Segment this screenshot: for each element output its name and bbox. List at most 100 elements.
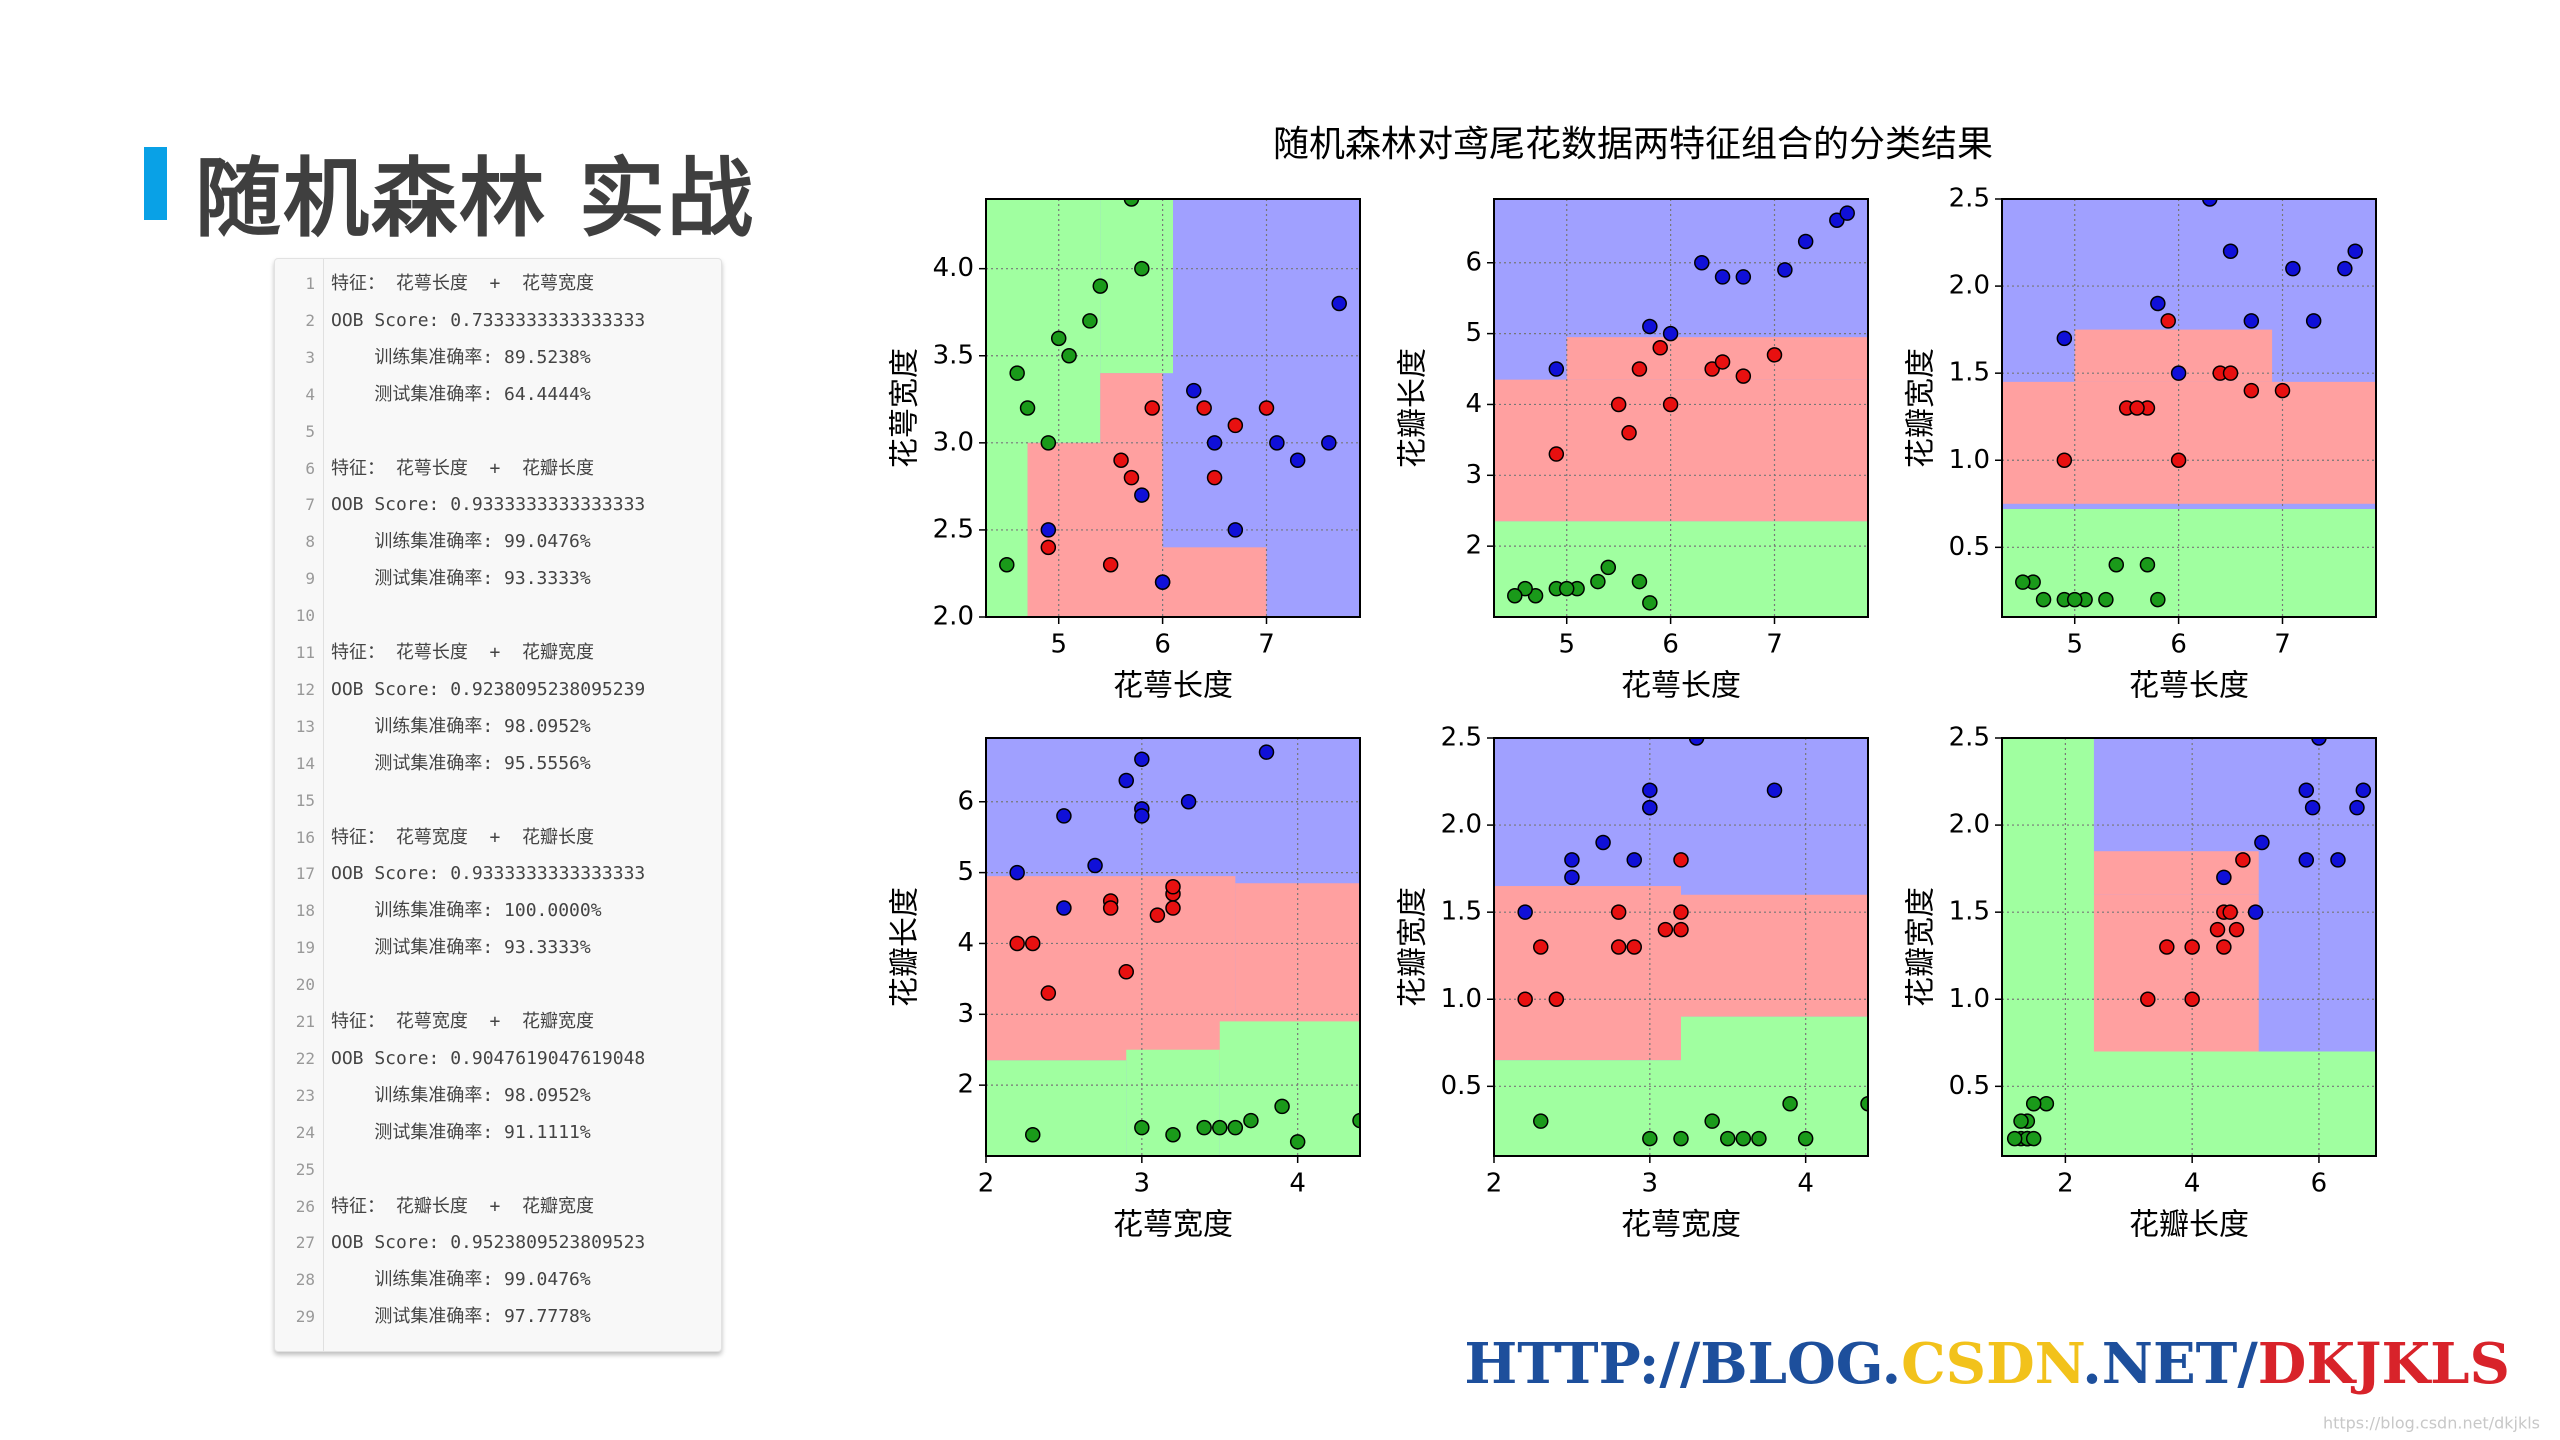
data-point	[1735, 368, 1752, 384]
data-point	[2222, 904, 2238, 920]
decision-region	[2002, 1051, 2376, 1156]
line-number: 22	[295, 1048, 315, 1068]
data-point	[2184, 939, 2200, 955]
x-axis-label: 花萼宽度	[1621, 1208, 1741, 1243]
data-point	[1751, 1130, 1767, 1147]
data-point	[2298, 782, 2315, 798]
data-point	[1040, 435, 1057, 451]
data-point	[1673, 904, 1689, 920]
data-point	[1621, 425, 1637, 441]
data-point	[1517, 991, 1533, 1007]
decision-region	[2002, 381, 2376, 504]
data-point	[2216, 869, 2232, 886]
data-point	[1056, 808, 1072, 824]
data-point	[1507, 587, 1523, 604]
data-point	[2222, 243, 2239, 259]
x-tick-label: 7	[1766, 630, 1783, 660]
y-tick-label: 3.5	[933, 340, 974, 370]
line-number: 27	[295, 1233, 315, 1253]
y-tick-label: 2.5	[1441, 723, 1482, 753]
x-axis-label: 花萼长度	[1113, 669, 1233, 704]
data-point	[1227, 522, 1244, 538]
data-point	[1331, 295, 1347, 312]
data-point	[1533, 939, 1549, 955]
line-number: 11	[295, 643, 315, 662]
x-tick-label: 5	[2066, 630, 2083, 660]
data-point	[1720, 1130, 1736, 1147]
data-point	[1352, 1112, 1360, 1129]
data-point	[2184, 991, 2200, 1007]
data-point	[1165, 900, 1181, 916]
code-text: 特征： 花萼长度 + 花瓣长度	[331, 457, 595, 479]
data-point	[2243, 313, 2260, 329]
y-tick-label: 3.0	[933, 427, 974, 457]
x-axis-label: 花瓣长度	[2129, 1208, 2249, 1243]
data-point	[999, 557, 1015, 573]
y-tick-label: 1.5	[1949, 358, 1990, 388]
y-tick-label: 2.5	[1949, 723, 1990, 753]
data-point	[2247, 904, 2264, 920]
x-tick-label: 4	[2184, 1169, 2201, 1199]
line-number: 29	[295, 1307, 315, 1327]
y-axis-label: 花瓣宽度	[1904, 887, 1939, 1007]
data-point	[2216, 939, 2232, 955]
data-point	[1631, 573, 1648, 590]
data-point	[1564, 852, 1580, 868]
y-tick-label: 2.5	[1949, 184, 1990, 214]
line-number: 1	[305, 274, 315, 293]
x-tick-label: 2	[978, 1169, 995, 1199]
data-point	[2170, 365, 2187, 381]
data-point	[1548, 446, 1565, 462]
line-number: 15	[295, 790, 315, 810]
y-tick-label: 1.5	[1949, 897, 1990, 927]
line-number: 3	[305, 347, 315, 367]
y-tick-label: 1.5	[1441, 897, 1482, 927]
y-tick-label: 2.0	[1949, 271, 1990, 301]
code-text: OOB Score: 0.9238095238095239	[331, 678, 646, 700]
data-point	[2129, 400, 2145, 416]
data-point	[1777, 262, 1793, 278]
x-tick-label: 6	[2311, 1169, 2328, 1199]
data-point	[2056, 452, 2073, 468]
y-tick-label: 1.0	[1949, 984, 1990, 1014]
y-tick-label: 0.5	[1949, 1071, 1990, 1101]
code-text: 特征： 花瓣长度 + 花瓣宽度	[331, 1195, 595, 1217]
data-point	[1118, 772, 1134, 789]
y-tick-label: 2.5	[933, 514, 974, 544]
line-number: 21	[295, 1012, 315, 1031]
data-point	[1600, 559, 1617, 576]
figure-title: 随机森林对鸢尾花数据两特征组合的分类结果	[1273, 124, 1993, 165]
y-tick-label: 2.0	[1441, 810, 1482, 840]
data-point	[1673, 1130, 1689, 1147]
data-point	[1186, 382, 1202, 399]
data-point	[1797, 1130, 1814, 1147]
code-text: 测试集准确率: 91.1111%	[331, 1121, 591, 1143]
code-text: 训练集准确率: 89.5238%	[331, 346, 591, 368]
data-point	[1092, 278, 1109, 294]
y-axis-label: 花瓣长度	[888, 887, 923, 1007]
data-point	[1782, 1096, 1798, 1112]
data-point	[1274, 1098, 1290, 1115]
data-point	[1829, 212, 1845, 229]
data-point	[1673, 921, 1689, 938]
data-point	[2209, 921, 2226, 938]
axes-frame	[2001, 737, 2377, 1157]
data-point	[1102, 557, 1119, 573]
data-point	[1657, 921, 1674, 938]
code-text: 特征： 花萼长度 + 花瓣宽度	[331, 642, 595, 663]
y-tick-label: 0.5	[1949, 532, 1990, 562]
line-number: 2	[305, 310, 315, 330]
data-point	[1797, 233, 1814, 250]
y-tick-label: 2	[1465, 531, 1482, 561]
x-tick-label: 5	[1558, 630, 1575, 660]
data-point	[1517, 904, 1533, 920]
data-point	[2274, 382, 2291, 399]
code-text: 训练集准确率: 99.0476%	[331, 1269, 591, 1291]
x-axis-label: 花萼宽度	[1113, 1208, 1233, 1243]
data-point	[1631, 361, 1648, 377]
data-point	[1009, 365, 1025, 381]
data-point	[1180, 794, 1197, 810]
line-number: 26	[295, 1196, 315, 1216]
line-number: 17	[295, 864, 315, 884]
